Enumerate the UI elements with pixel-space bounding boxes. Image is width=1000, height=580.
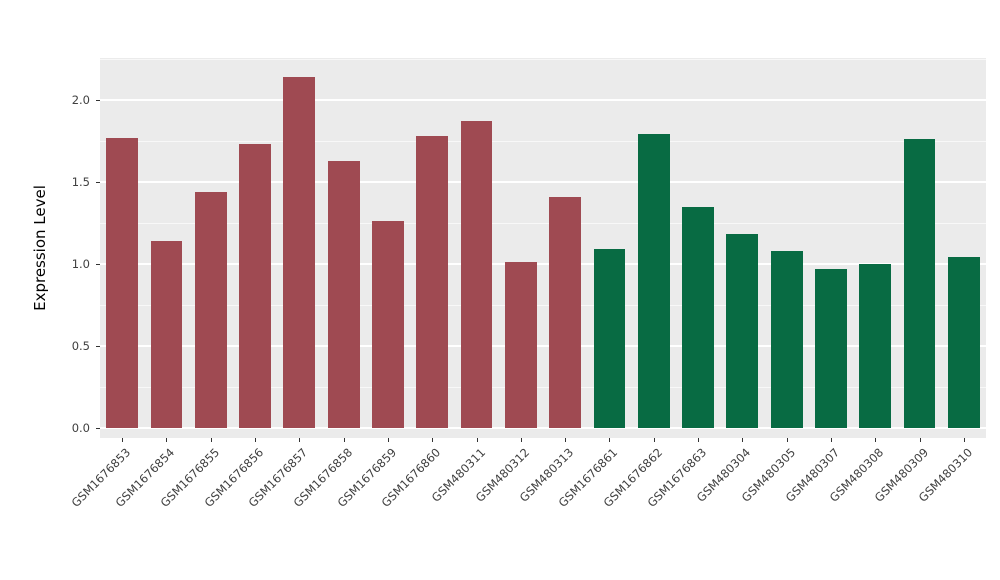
bar-GSM1676853 — [106, 137, 139, 428]
bar-GSM480312 — [504, 262, 537, 428]
y-tick-label: 1.5 — [71, 175, 90, 189]
x-tick-mark — [609, 438, 611, 442]
y-tick-label: 0.0 — [71, 421, 90, 435]
plot-panel — [100, 58, 986, 438]
y-tick-mark — [96, 99, 100, 101]
y-axis-title: Expression Level — [31, 185, 49, 311]
bar-GSM1676854 — [150, 241, 183, 428]
x-tick-mark — [476, 438, 478, 442]
bar-GSM480307 — [815, 268, 847, 428]
x-tick-mark — [122, 438, 124, 442]
x-tick-mark — [875, 438, 877, 442]
bar-GSM480313 — [549, 196, 582, 428]
x-tick-mark — [786, 438, 788, 442]
bar-GSM1676859 — [372, 221, 404, 428]
y-tick-label: 0.5 — [71, 339, 90, 353]
major-gridline — [100, 99, 986, 101]
x-tick-mark — [210, 438, 212, 442]
x-tick-mark — [432, 438, 434, 442]
major-gridline — [100, 181, 986, 183]
minor-gridline — [100, 222, 986, 224]
x-tick-mark — [653, 438, 655, 442]
bar-GSM480310 — [947, 257, 980, 428]
minor-gridline — [100, 304, 986, 306]
x-tick-mark — [698, 438, 700, 442]
y-tick-mark — [96, 263, 100, 265]
y-tick-mark — [96, 181, 100, 183]
x-tick-mark — [299, 438, 301, 442]
bar-GSM480311 — [460, 121, 493, 428]
minor-gridline — [100, 58, 986, 60]
x-tick-mark — [742, 438, 744, 442]
y-tick-mark — [96, 345, 100, 347]
x-tick-mark — [343, 438, 345, 442]
y-tick-label: 2.0 — [71, 93, 90, 107]
x-tick-mark — [830, 438, 832, 442]
bar-GSM1676860 — [416, 136, 449, 428]
bar-GSM1676861 — [593, 249, 626, 428]
bar-GSM1676862 — [637, 134, 670, 428]
x-tick-mark — [919, 438, 921, 442]
y-tick-label: 1.0 — [71, 257, 90, 271]
bar-GSM1676856 — [239, 144, 271, 428]
major-gridline — [100, 427, 986, 429]
bar-GSM480308 — [859, 264, 892, 428]
major-gridline — [100, 263, 986, 265]
bar-GSM480304 — [726, 234, 759, 428]
x-tick-mark — [387, 438, 389, 442]
bar-GSM1676863 — [682, 206, 714, 428]
y-tick-mark — [96, 427, 100, 429]
bar-GSM1676855 — [194, 191, 227, 428]
bar-GSM1676858 — [327, 160, 360, 428]
x-tick-mark — [963, 438, 965, 442]
major-gridline — [100, 345, 986, 347]
bar-GSM1676857 — [283, 77, 316, 428]
bar-GSM480309 — [903, 139, 936, 428]
bar-GSM480305 — [770, 250, 803, 428]
x-tick-mark — [520, 438, 522, 442]
minor-gridline — [100, 386, 986, 388]
minor-gridline — [100, 140, 986, 142]
x-tick-mark — [166, 438, 168, 442]
x-tick-mark — [565, 438, 567, 442]
x-tick-mark — [255, 438, 257, 442]
